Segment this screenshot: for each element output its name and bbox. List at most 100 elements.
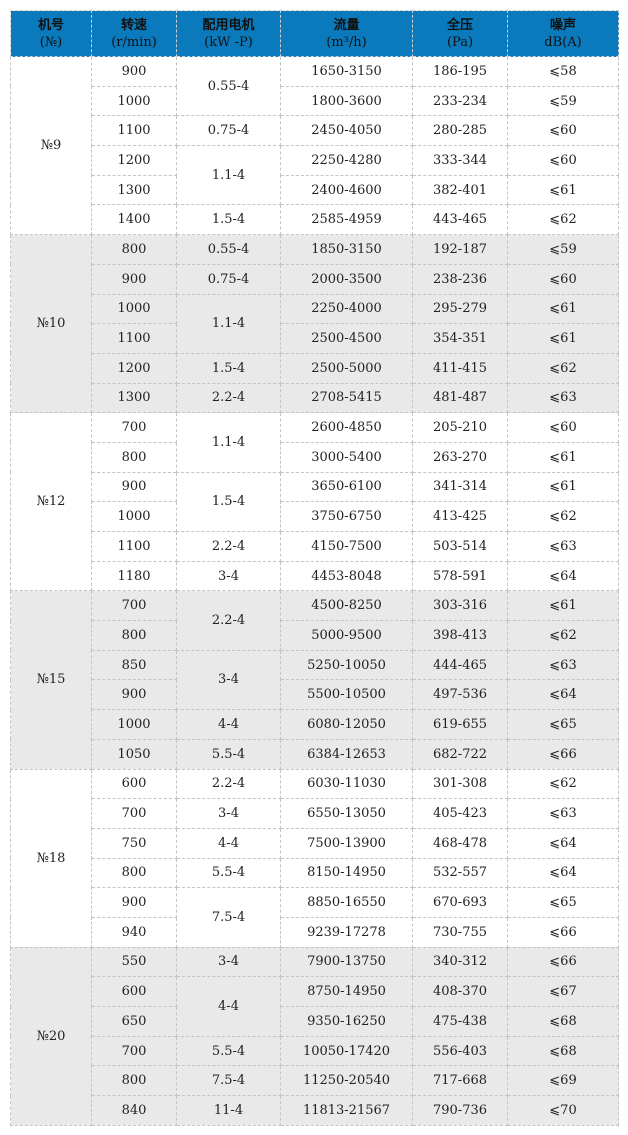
table-row: 1300 2400-4600 382-401 ⩽61 (11, 174, 619, 206)
flow-cell: 5000-9500 (280, 620, 413, 651)
speed-cell: 1180 (91, 560, 177, 592)
header-label: 噪声 (549, 17, 576, 33)
speed-cell: 1100 (91, 531, 177, 562)
speed-cell: 600 (91, 768, 177, 800)
noise-cell: ⩽65 (507, 709, 619, 740)
model-cell: №10 (10, 234, 92, 414)
pressure-cell: 443-465 (412, 204, 508, 236)
motor-cell: 5.5-4 (176, 738, 281, 770)
noise-cell: ⩽64 (507, 827, 619, 859)
noise-cell: ⩽67 (507, 976, 619, 1007)
noise-cell: ⩽62 (507, 204, 619, 236)
flow-cell: 7900-13750 (280, 946, 413, 978)
speed-cell: 1100 (91, 115, 177, 147)
noise-cell: ⩽60 (507, 145, 619, 176)
table-row: 1300 2.2-4 2708-5415 481-487 ⩽63 (11, 382, 619, 414)
noise-cell: ⩽61 (507, 174, 619, 206)
motor-cell: 5.5-4 (176, 1035, 281, 1067)
header-label: 流量 (333, 17, 360, 33)
table-row: 900 0.75-4 2000-3500 238-236 ⩽60 (11, 263, 619, 295)
speed-cell: 840 (91, 1095, 177, 1126)
table-row: 650 9350-16250 475-438 ⩽68 (11, 1006, 619, 1037)
header-label: 转速 (120, 17, 147, 33)
header-motor: 配用电机 (kW -P) (176, 10, 281, 57)
table-row: 1100 2.2-4 4150-7500 503-514 ⩽63 (11, 531, 619, 562)
pressure-cell: 717-668 (412, 1065, 508, 1097)
flow-cell: 6080-12050 (280, 709, 413, 740)
flow-cell: 1650-3150 (280, 56, 413, 87)
speed-cell: 650 (91, 1006, 177, 1037)
noise-cell: ⩽68 (507, 1006, 619, 1037)
pressure-cell: 411-415 (412, 352, 508, 384)
table-row: 600 4-4 8750-14950 408-370 ⩽67 (11, 976, 619, 1037)
table-row: 900 7.5-4 8850-16550 670-693 ⩽65 (11, 887, 619, 948)
speed-cell: 800 (91, 234, 177, 265)
pressure-cell: 382-401 (412, 174, 508, 206)
fan-spec-table: 机号 (№) 转速 (r/min) 配用电机 (kW -P) 流量 (m³/h) 全压 (Pa) 噪… (10, 10, 619, 1126)
flow-cell: 6550-13050 (280, 798, 413, 829)
table-row: 1050 5.5-4 6384-12653 682-722 ⩽66 (11, 738, 619, 770)
noise-cell: ⩽60 (507, 412, 619, 443)
motor-cell: 7.5-4 (176, 887, 281, 948)
noise-cell: ⩽63 (507, 382, 619, 414)
speed-cell: 550 (91, 946, 177, 978)
flow-cell: 2500-4500 (280, 323, 413, 354)
noise-cell: ⩽61 (507, 471, 619, 503)
flow-cell: 2000-3500 (280, 263, 413, 295)
noise-cell: ⩽61 (507, 590, 619, 622)
table-row: 1000 3750-6750 413-425 ⩽62 (11, 501, 619, 532)
motor-cell: 1.5-4 (176, 352, 281, 384)
table-row: №10 800 0.55-4 1850-3150 192-187 ⩽59 (10, 234, 619, 414)
motor-cell: 7.5-4 (176, 1065, 281, 1097)
header-unit: (m³/h) (326, 34, 367, 50)
pressure-cell: 341-314 (412, 471, 508, 503)
table-row: 900 1.5-4 3650-6100 341-314 ⩽61 (11, 471, 619, 533)
flow-cell: 2250-4000 (280, 293, 413, 325)
pressure-cell: 578-591 (412, 560, 508, 592)
table-row: 1200 1.5-4 2500-5000 411-415 ⩽62 (11, 352, 619, 384)
header-unit: (№) (39, 34, 63, 50)
speed-cell: 700 (91, 412, 177, 443)
flow-cell: 9350-16250 (280, 1006, 413, 1037)
flow-cell: 2708-5415 (280, 382, 413, 414)
flow-cell: 1800-3600 (280, 85, 413, 117)
flow-cell: 2450-4050 (280, 115, 413, 147)
speed-cell: 1200 (91, 145, 177, 176)
noise-cell: ⩽63 (507, 798, 619, 829)
noise-cell: ⩽64 (507, 679, 619, 711)
table-row: 900 5500-10500 497-536 ⩽64 (11, 679, 619, 711)
flow-cell: 2400-4600 (280, 174, 413, 206)
model-cell: №20 (10, 946, 92, 1126)
speed-cell: 1100 (91, 323, 177, 354)
motor-cell: 3-4 (176, 946, 281, 978)
pressure-cell: 670-693 (412, 887, 508, 918)
speed-cell: 850 (91, 649, 177, 681)
flow-cell: 4150-7500 (280, 531, 413, 562)
speed-cell: 1300 (91, 382, 177, 414)
pressure-cell: 503-514 (412, 531, 508, 562)
flow-cell: 11813-21567 (280, 1095, 413, 1126)
speed-cell: 700 (91, 590, 177, 622)
pressure-cell: 444-465 (412, 649, 508, 681)
speed-cell: 900 (91, 263, 177, 295)
noise-cell: ⩽65 (507, 887, 619, 918)
noise-cell: ⩽69 (507, 1065, 619, 1097)
noise-cell: ⩽66 (507, 738, 619, 770)
motor-cell: 0.75-4 (176, 115, 281, 147)
noise-cell: ⩽68 (507, 1035, 619, 1067)
model-cell: №18 (10, 768, 92, 948)
header-label: 配用电机 (202, 17, 255, 33)
speed-cell: 1200 (91, 352, 177, 384)
header-model: 机号 (№) (10, 10, 92, 57)
table-row: 1100 0.75-4 2450-4050 280-285 ⩽60 (11, 115, 619, 147)
pressure-cell: 340-312 (412, 946, 508, 978)
motor-cell: 4-4 (176, 827, 281, 859)
motor-cell: 2.2-4 (176, 531, 281, 562)
pressure-cell: 354-351 (412, 323, 508, 354)
flow-cell: 7500-13900 (280, 827, 413, 859)
flow-cell: 9239-17278 (280, 916, 413, 948)
table-row: 750 4-4 7500-13900 468-478 ⩽64 (11, 827, 619, 859)
speed-cell: 600 (91, 976, 177, 1007)
motor-cell: 2.2-4 (176, 382, 281, 414)
speed-cell: 1000 (91, 85, 177, 117)
